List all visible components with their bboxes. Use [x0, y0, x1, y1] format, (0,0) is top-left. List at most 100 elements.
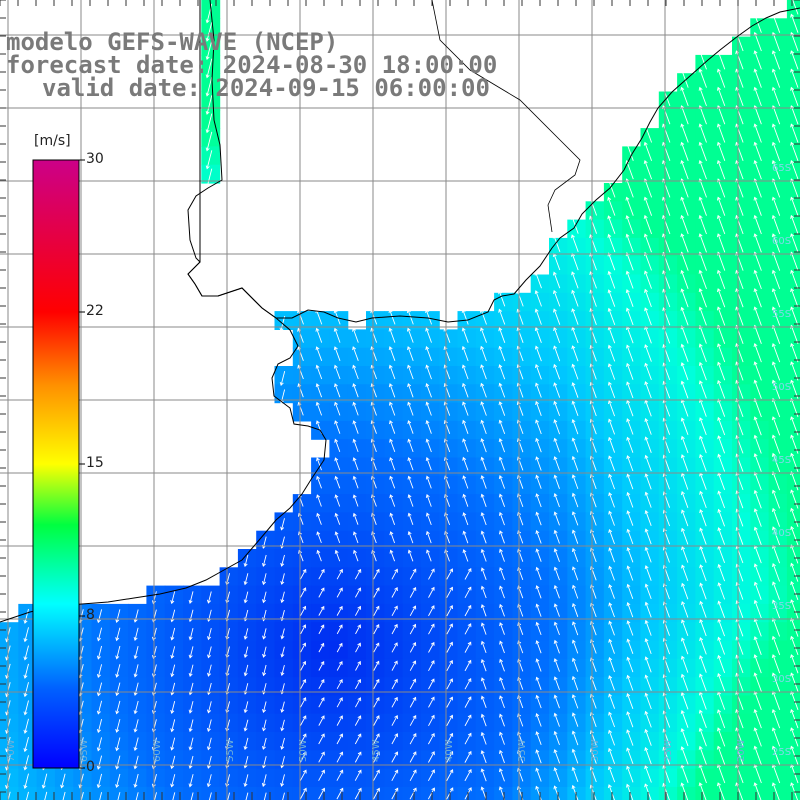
wind-arrow	[753, 288, 762, 308]
latitude-label: 40S	[772, 528, 791, 539]
longitude-label: 40W	[444, 739, 455, 762]
latitude-label: 55S	[772, 309, 791, 320]
wind-arrow-shaft	[571, 253, 579, 271]
wind-arrow-shaft	[699, 160, 707, 180]
speed-cell	[695, 786, 715, 800]
longitude-label: 45W	[371, 739, 382, 762]
wind-arrow-shaft	[607, 215, 616, 234]
wind-arrow-head	[790, 13, 795, 18]
wind-arrow	[698, 269, 707, 290]
wind-arrow-shaft	[717, 215, 726, 235]
wind-arrow-shaft	[607, 178, 616, 198]
wind-arrow	[790, 214, 799, 235]
wind-arrow-shaft	[589, 197, 598, 216]
wind-arrow	[753, 13, 762, 33]
wind-arrow-head	[771, 86, 776, 91]
wind-arrow	[771, 269, 781, 290]
wind-arrow-shaft	[754, 270, 762, 290]
wind-arrow	[698, 50, 707, 70]
wind-arrow-shaft	[717, 69, 726, 88]
speed-cell	[640, 786, 660, 800]
colorbar-gradient	[32, 159, 80, 769]
wind-arrow-shaft	[754, 14, 762, 33]
wind-arrow	[205, 168, 213, 188]
wind-arrow-shaft	[772, 105, 781, 125]
wind-arrow-shaft	[681, 69, 689, 88]
speed-cell	[786, 36, 800, 56]
wind-arrow	[625, 270, 634, 289]
wind-arrow	[716, 288, 726, 308]
wind-arrow-shaft	[626, 178, 634, 198]
speed-cell	[786, 439, 800, 459]
colorbar-tick-label: 15	[86, 455, 104, 471]
wind-arrow-shaft	[754, 87, 762, 107]
wind-arrow	[792, 0, 799, 15]
wind-arrow-shaft	[699, 105, 707, 125]
wind-arrow	[790, 269, 799, 290]
longitude-label: 35W	[517, 739, 528, 762]
wind-arrow-shaft	[699, 252, 707, 271]
wind-arrow-head	[753, 50, 758, 55]
wind-arrow-head	[425, 308, 429, 313]
wind-arrow-shaft	[790, 288, 799, 308]
wind-arrow-shaft	[681, 124, 689, 143]
wind-arrow-head	[205, 110, 210, 115]
wind-arrow	[607, 270, 616, 289]
wind-arrow-shaft	[553, 290, 561, 307]
wind-arrow-head	[698, 196, 703, 201]
wind-arrow-head	[716, 288, 721, 293]
wind-arrow-shaft	[790, 142, 799, 161]
wind-arrow-shaft	[553, 235, 561, 252]
wind-arrow	[753, 50, 762, 70]
wind-arrow-shaft	[662, 160, 671, 180]
wind-vector-layer	[5, 0, 799, 800]
wind-arrow-head	[205, 147, 210, 152]
wind-arrow	[698, 141, 707, 161]
wind-arrow-shaft	[699, 197, 707, 216]
wind-arrow-shaft	[553, 272, 561, 289]
wind-arrow-head	[753, 86, 758, 91]
wind-arrow-shaft	[662, 197, 671, 216]
wind-arrow-shaft	[206, 40, 213, 60]
wind-arrow-shaft	[626, 252, 634, 271]
wind-arrow-shaft	[790, 14, 799, 33]
longitude-label: 55W	[225, 739, 236, 762]
wind-arrow	[680, 141, 689, 161]
speed-cell	[786, 146, 800, 166]
wind-arrow	[753, 86, 762, 107]
wind-arrow	[698, 86, 707, 107]
wind-arrow-shaft	[626, 271, 634, 289]
wind-arrow	[790, 159, 799, 180]
wind-arrow-head	[698, 288, 703, 293]
speed-cell	[786, 640, 800, 660]
wind-arrow-shaft	[206, 113, 213, 133]
speed-cell	[786, 732, 800, 751]
wind-arrow-head	[607, 252, 612, 257]
wind-arrow	[753, 159, 762, 180]
speed-cell	[311, 786, 330, 800]
wind-arrow	[771, 288, 781, 308]
wind-arrow-head	[205, 92, 210, 97]
wind-arrow-head	[790, 68, 795, 73]
wind-arrow	[753, 196, 762, 216]
wind-arrow-shaft	[699, 124, 707, 143]
wind-arrow-head	[716, 68, 721, 73]
wind-arrow-shaft	[334, 309, 341, 325]
wind-arrow-shaft	[644, 197, 653, 216]
wind-arrow-head	[643, 141, 648, 146]
wind-arrow-head	[534, 290, 539, 295]
wind-arrow-head	[643, 196, 648, 201]
wind-arrow	[680, 269, 689, 289]
wind-arrow	[753, 233, 762, 253]
wind-arrow-head	[552, 290, 557, 294]
latitude-label: 30S	[772, 674, 791, 685]
wind-arrow-shaft	[699, 233, 707, 253]
wind-arrow-head	[790, 196, 795, 201]
wind-arrow	[680, 288, 689, 308]
wind-arrow-head	[643, 214, 648, 219]
wind-arrow-head	[643, 233, 648, 238]
wind-arrow-shaft	[717, 50, 726, 70]
speed-cell	[786, 128, 800, 147]
wind-arrow-shaft	[754, 124, 762, 143]
wind-arrow	[771, 196, 781, 216]
